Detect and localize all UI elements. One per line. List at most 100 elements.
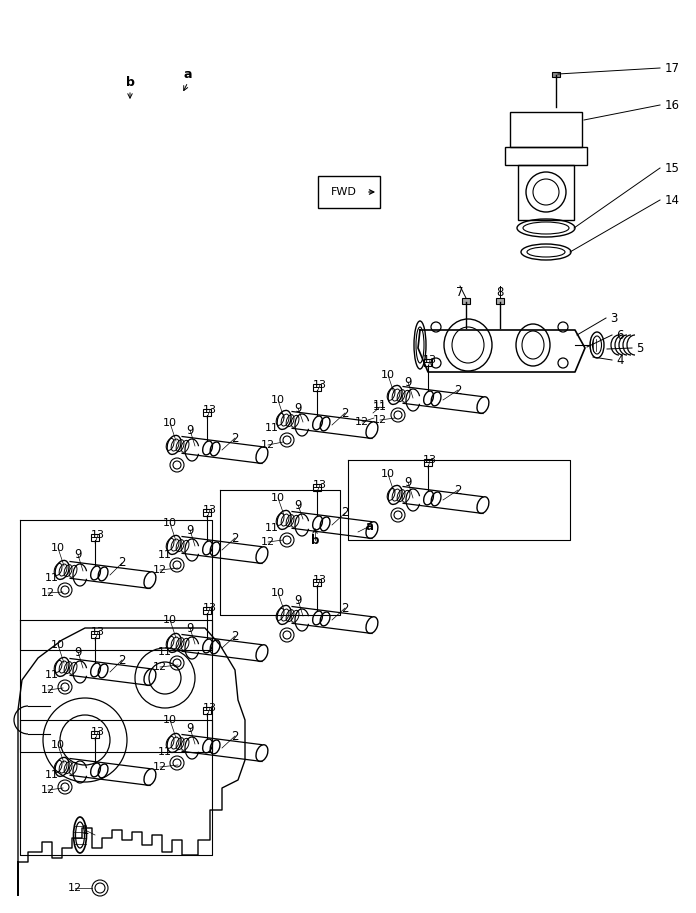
- Text: 13: 13: [203, 405, 217, 415]
- Text: 13: 13: [91, 727, 105, 737]
- Text: 11: 11: [45, 770, 59, 780]
- Text: 17: 17: [665, 61, 679, 75]
- Text: 10: 10: [381, 469, 395, 479]
- Text: 11: 11: [373, 402, 387, 412]
- Bar: [203, 409, 211, 416]
- Text: 9: 9: [187, 721, 193, 734]
- Text: 13: 13: [91, 530, 105, 540]
- Text: 13: 13: [91, 627, 105, 637]
- Text: 12: 12: [68, 883, 82, 893]
- Text: 9: 9: [404, 476, 412, 488]
- Bar: [203, 607, 211, 614]
- Text: 12: 12: [261, 537, 275, 547]
- Text: 8: 8: [496, 286, 504, 299]
- Text: 2: 2: [341, 406, 349, 419]
- Text: 16: 16: [665, 99, 679, 111]
- Text: 13: 13: [423, 455, 437, 465]
- Text: 11: 11: [158, 747, 172, 757]
- Text: 12: 12: [41, 588, 55, 598]
- Text: 11: 11: [45, 670, 59, 680]
- Text: 9: 9: [187, 622, 193, 635]
- Text: 2: 2: [231, 629, 239, 643]
- Text: 11: 11: [265, 523, 279, 533]
- Text: b: b: [125, 76, 134, 89]
- Text: 13: 13: [203, 505, 217, 515]
- Bar: [203, 707, 211, 714]
- Text: 2: 2: [454, 484, 461, 497]
- Text: 9: 9: [294, 402, 302, 415]
- Text: 2: 2: [118, 654, 126, 666]
- Text: FWD: FWD: [331, 187, 357, 197]
- Bar: [313, 579, 321, 586]
- Text: 10: 10: [51, 740, 65, 750]
- Text: 2: 2: [341, 507, 349, 519]
- Text: 12: 12: [261, 440, 275, 450]
- Bar: [552, 72, 560, 77]
- Text: 1: 1: [81, 824, 89, 836]
- Text: 11: 11: [265, 423, 279, 433]
- Text: 9: 9: [187, 424, 193, 436]
- Text: b: b: [311, 533, 319, 547]
- Text: 14: 14: [665, 194, 679, 206]
- Bar: [424, 459, 432, 466]
- Text: 13: 13: [313, 575, 327, 585]
- Text: 12: 12: [373, 415, 387, 425]
- Text: 12: 12: [153, 662, 167, 672]
- Text: 7: 7: [457, 286, 464, 299]
- Text: a: a: [366, 519, 374, 532]
- Text: 12: 12: [153, 762, 167, 772]
- Text: 11: 11: [45, 573, 59, 583]
- Text: 2: 2: [231, 531, 239, 544]
- Text: 13: 13: [203, 603, 217, 613]
- Text: 13: 13: [313, 480, 327, 490]
- Bar: [424, 359, 432, 366]
- Text: 10: 10: [51, 640, 65, 650]
- Bar: [91, 534, 99, 541]
- Text: 10: 10: [271, 588, 285, 598]
- Text: 10: 10: [163, 518, 177, 528]
- Bar: [313, 484, 321, 491]
- Text: 9: 9: [74, 549, 81, 561]
- Text: 4: 4: [616, 353, 624, 366]
- Text: 9: 9: [404, 375, 412, 389]
- Text: 12: 12: [355, 417, 369, 427]
- Text: 9: 9: [74, 645, 81, 658]
- Text: 12: 12: [153, 565, 167, 575]
- Text: 15: 15: [665, 162, 679, 174]
- Text: 10: 10: [381, 370, 395, 380]
- Text: 11: 11: [158, 647, 172, 657]
- Bar: [510, 112, 582, 147]
- Text: 11: 11: [373, 400, 387, 410]
- Text: 10: 10: [163, 418, 177, 428]
- Text: 2: 2: [454, 383, 461, 396]
- Text: 11: 11: [158, 550, 172, 560]
- Text: 13: 13: [203, 703, 217, 713]
- Text: 3: 3: [610, 311, 617, 324]
- Text: 10: 10: [163, 715, 177, 725]
- Text: a: a: [184, 68, 192, 80]
- Text: 12: 12: [41, 685, 55, 695]
- Bar: [518, 165, 574, 220]
- Text: 5: 5: [636, 341, 644, 354]
- Bar: [313, 384, 321, 391]
- Text: 6: 6: [616, 329, 624, 341]
- Text: 2: 2: [231, 432, 239, 445]
- Bar: [462, 298, 470, 304]
- Bar: [91, 631, 99, 638]
- Bar: [91, 731, 99, 738]
- Text: 12: 12: [41, 785, 55, 795]
- Bar: [203, 509, 211, 516]
- Text: 10: 10: [51, 543, 65, 553]
- Text: 10: 10: [271, 395, 285, 405]
- Text: 2: 2: [118, 557, 126, 570]
- Text: 2: 2: [231, 729, 239, 742]
- Bar: [496, 298, 504, 304]
- Bar: [318, 176, 380, 208]
- Text: 10: 10: [271, 493, 285, 503]
- Text: 9: 9: [294, 498, 302, 511]
- Bar: [505, 147, 587, 165]
- Text: 9: 9: [187, 523, 193, 537]
- Text: 10: 10: [163, 615, 177, 625]
- Text: 13: 13: [313, 380, 327, 390]
- Text: 2: 2: [341, 602, 349, 614]
